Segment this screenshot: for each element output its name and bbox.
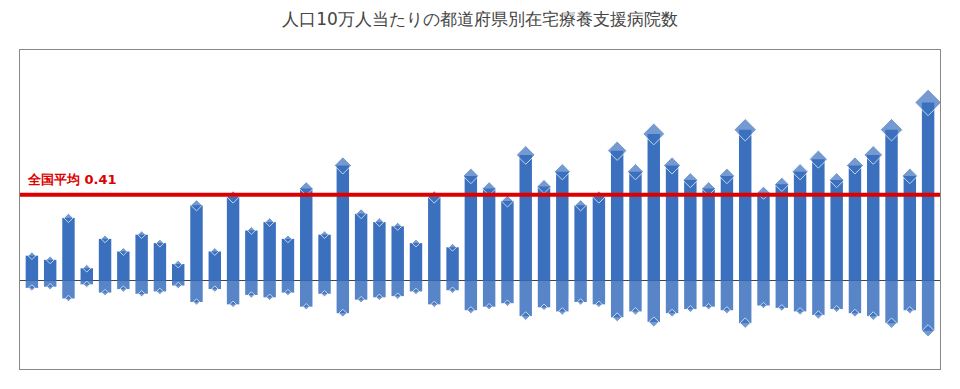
svg-text:人口10万人当たりの都道府県別在宅療養支援病院数: 人口10万人当たりの都道府県別在宅療養支援病院数 <box>282 9 678 29</box>
svg-text:全国平均 0.41: 全国平均 0.41 <box>27 172 117 187</box>
